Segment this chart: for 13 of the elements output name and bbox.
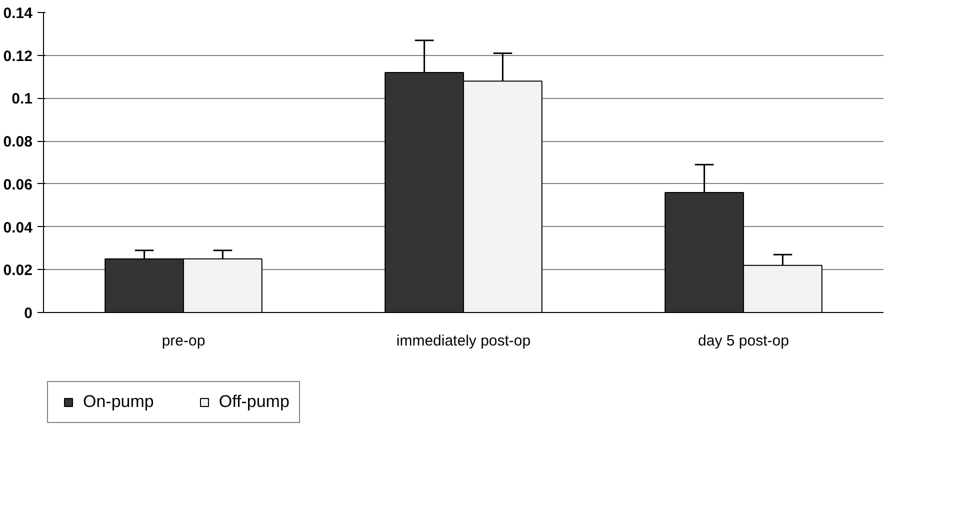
y-tick-label: 0.12 [3,48,33,65]
y-tick-label: 0.14 [3,5,34,22]
legend-label: On-pump [83,392,154,412]
y-tick-label: 0.06 [3,176,33,194]
x-tick-label: pre-op [162,332,206,350]
x-tick-label: immediately post-op [396,332,531,350]
y-tick-label: 0.04 [3,219,34,236]
legend-label: Off-pump [218,392,290,412]
x-tick-label: day 5 post-op [698,332,789,350]
y-tick-label: 0.02 [3,262,33,280]
y-tick-label: 0.08 [3,134,33,151]
y-tick-label: 0.1 [12,90,33,108]
y-tick-label: 0 [24,305,32,322]
